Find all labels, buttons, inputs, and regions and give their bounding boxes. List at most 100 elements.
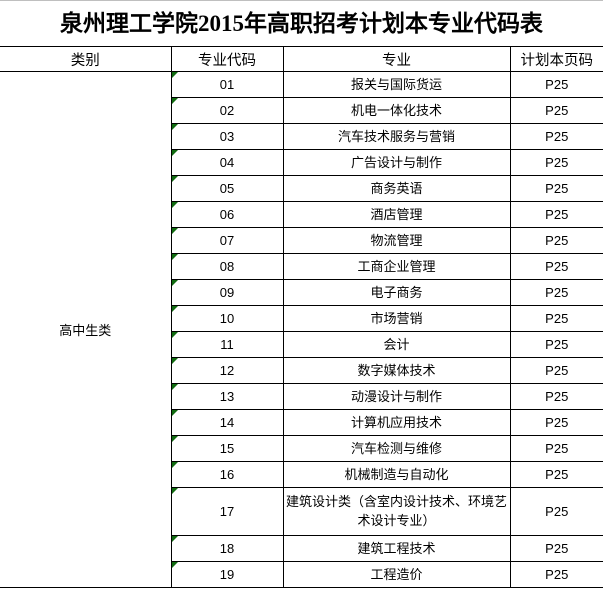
table-row: 14 计算机应用技术 P25 <box>0 409 603 436</box>
cell-error-flag-icon <box>171 410 178 416</box>
cell-error-flag-icon <box>171 384 178 390</box>
major-name-cell: 工程造价 <box>282 561 511 588</box>
table-row: 07 物流管理 P25 <box>0 227 603 254</box>
table-row: 05 商务英语 P25 <box>0 175 603 202</box>
table-row: 03 汽车技术服务与营销 P25 <box>0 123 603 150</box>
table-row: 04 广告设计与制作 P25 <box>0 149 603 176</box>
major-code-cell: 09 <box>171 279 284 306</box>
major-code-cell: 08 <box>171 253 284 280</box>
table-row: 18 建筑工程技术 P25 <box>0 535 603 562</box>
cell-error-flag-icon <box>171 124 178 130</box>
column-header-page: 计划本页码 <box>509 46 603 72</box>
plan-page-cell: P25 <box>509 487 603 536</box>
cell-error-flag-icon <box>171 202 178 208</box>
table-row: 13 动漫设计与制作 P25 <box>0 383 603 410</box>
table-body: 高中生类 01 报关与国际货运 P25 02 机电一体化技术 P25 03 汽车技术服务与营销 P… <box>0 71 603 588</box>
cell-error-flag-icon <box>171 436 178 442</box>
column-header-major: 专业 <box>282 46 511 72</box>
cell-error-flag-icon <box>171 254 178 260</box>
table-row: 19 工程造价 P25 <box>0 561 603 588</box>
major-code-text: 09 <box>219 285 235 300</box>
major-name-cell: 广告设计与制作 <box>282 149 511 176</box>
major-code-text: 07 <box>219 233 235 248</box>
plan-page-cell: P25 <box>509 461 603 488</box>
plan-page-cell: P25 <box>509 279 603 306</box>
major-code-cell: 12 <box>171 357 284 384</box>
major-code-text: 10 <box>219 311 235 326</box>
cell-error-flag-icon <box>171 98 178 104</box>
top-divider <box>0 0 603 1</box>
major-name-cell: 动漫设计与制作 <box>282 383 511 410</box>
plan-page-cell: P25 <box>509 175 603 202</box>
major-code-text: 16 <box>219 467 235 482</box>
major-name-cell: 建筑工程技术 <box>282 535 511 562</box>
category-cell: 高中生类 <box>0 71 172 588</box>
plan-page-cell: P25 <box>509 149 603 176</box>
major-code-text: 11 <box>220 337 234 352</box>
major-code-cell: 03 <box>171 123 284 150</box>
cell-error-flag-icon <box>171 536 178 542</box>
major-code-cell: 02 <box>171 97 284 124</box>
major-code-cell: 11 <box>171 331 284 358</box>
plan-page-cell: P25 <box>509 97 603 124</box>
plan-page-cell: P25 <box>509 357 603 384</box>
plan-page-cell: P25 <box>509 331 603 358</box>
major-name-cell: 电子商务 <box>282 279 511 306</box>
major-code-text: 14 <box>219 415 235 430</box>
major-code-text: 06 <box>219 207 235 222</box>
cell-error-flag-icon <box>171 332 178 338</box>
major-code-cell: 18 <box>171 535 284 562</box>
cell-error-flag-icon <box>171 228 178 234</box>
major-code-text: 17 <box>219 504 235 519</box>
major-name-cell: 汽车检测与维修 <box>282 435 511 462</box>
major-name-cell: 数字媒体技术 <box>282 357 511 384</box>
major-code-text: 12 <box>219 363 235 378</box>
major-code-text: 08 <box>219 259 235 274</box>
major-name-cell: 建筑设计类（含室内设计技术、环境艺术设计专业） <box>282 487 511 536</box>
major-code-cell: 06 <box>171 201 284 228</box>
major-code-cell: 01 <box>170 71 284 98</box>
table-row: 08 工商企业管理 P25 <box>0 253 603 280</box>
table-header-row: 类别 专业代码 专业 计划本页码 <box>0 46 603 72</box>
major-name-cell: 机电一体化技术 <box>282 97 511 124</box>
major-code-text: 19 <box>219 567 235 582</box>
table-row: 02 机电一体化技术 P25 <box>0 97 603 124</box>
plan-page-cell: P25 <box>509 201 603 228</box>
major-code-text: 18 <box>219 541 235 556</box>
major-code-text: 01 <box>219 77 235 92</box>
cell-error-flag-icon <box>171 306 178 312</box>
cell-error-flag-icon <box>171 358 178 364</box>
major-name-cell: 工商企业管理 <box>282 253 511 280</box>
major-name-cell: 酒店管理 <box>282 201 511 228</box>
table-row: 高中生类 01 报关与国际货运 P25 <box>0 71 603 588</box>
cell-error-flag-icon <box>171 150 178 156</box>
major-code-cell: 07 <box>171 227 284 254</box>
cell-error-flag-icon <box>171 488 178 494</box>
plan-page-cell: P25 <box>509 305 603 332</box>
table-row: 10 市场营销 P25 <box>0 305 603 332</box>
plan-page-cell: P25 <box>509 561 603 588</box>
plan-page-cell: P25 <box>509 227 603 254</box>
table-header: 类别 专业代码 专业 计划本页码 <box>0 46 603 72</box>
major-name-cell: 物流管理 <box>282 227 511 254</box>
major-name-cell: 机械制造与自动化 <box>282 461 511 488</box>
major-code-text: 04 <box>219 155 235 170</box>
document-title-band: 泉州理工学院2015年高职招考计划本专业代码表 <box>0 1 603 46</box>
cell-error-flag-icon <box>171 280 178 286</box>
major-name-cell: 报关与国际货运 <box>282 71 511 98</box>
plan-page-cell: P25 <box>509 535 603 562</box>
plan-page-cell: P25 <box>509 435 603 462</box>
major-name-cell: 会计 <box>282 331 511 358</box>
major-name-cell: 汽车技术服务与营销 <box>282 123 511 150</box>
plan-page-cell: P25 <box>509 253 603 280</box>
major-code-cell: 14 <box>171 409 284 436</box>
plan-page-cell: P25 <box>509 123 603 150</box>
major-code-text: 02 <box>219 103 235 118</box>
cell-error-flag-icon <box>171 176 178 182</box>
major-code-cell: 16 <box>171 461 284 488</box>
cell-error-flag-icon <box>171 562 178 568</box>
major-code-cell: 05 <box>171 175 284 202</box>
major-code-cell: 04 <box>171 149 284 176</box>
plan-page-cell: P25 <box>509 409 603 436</box>
